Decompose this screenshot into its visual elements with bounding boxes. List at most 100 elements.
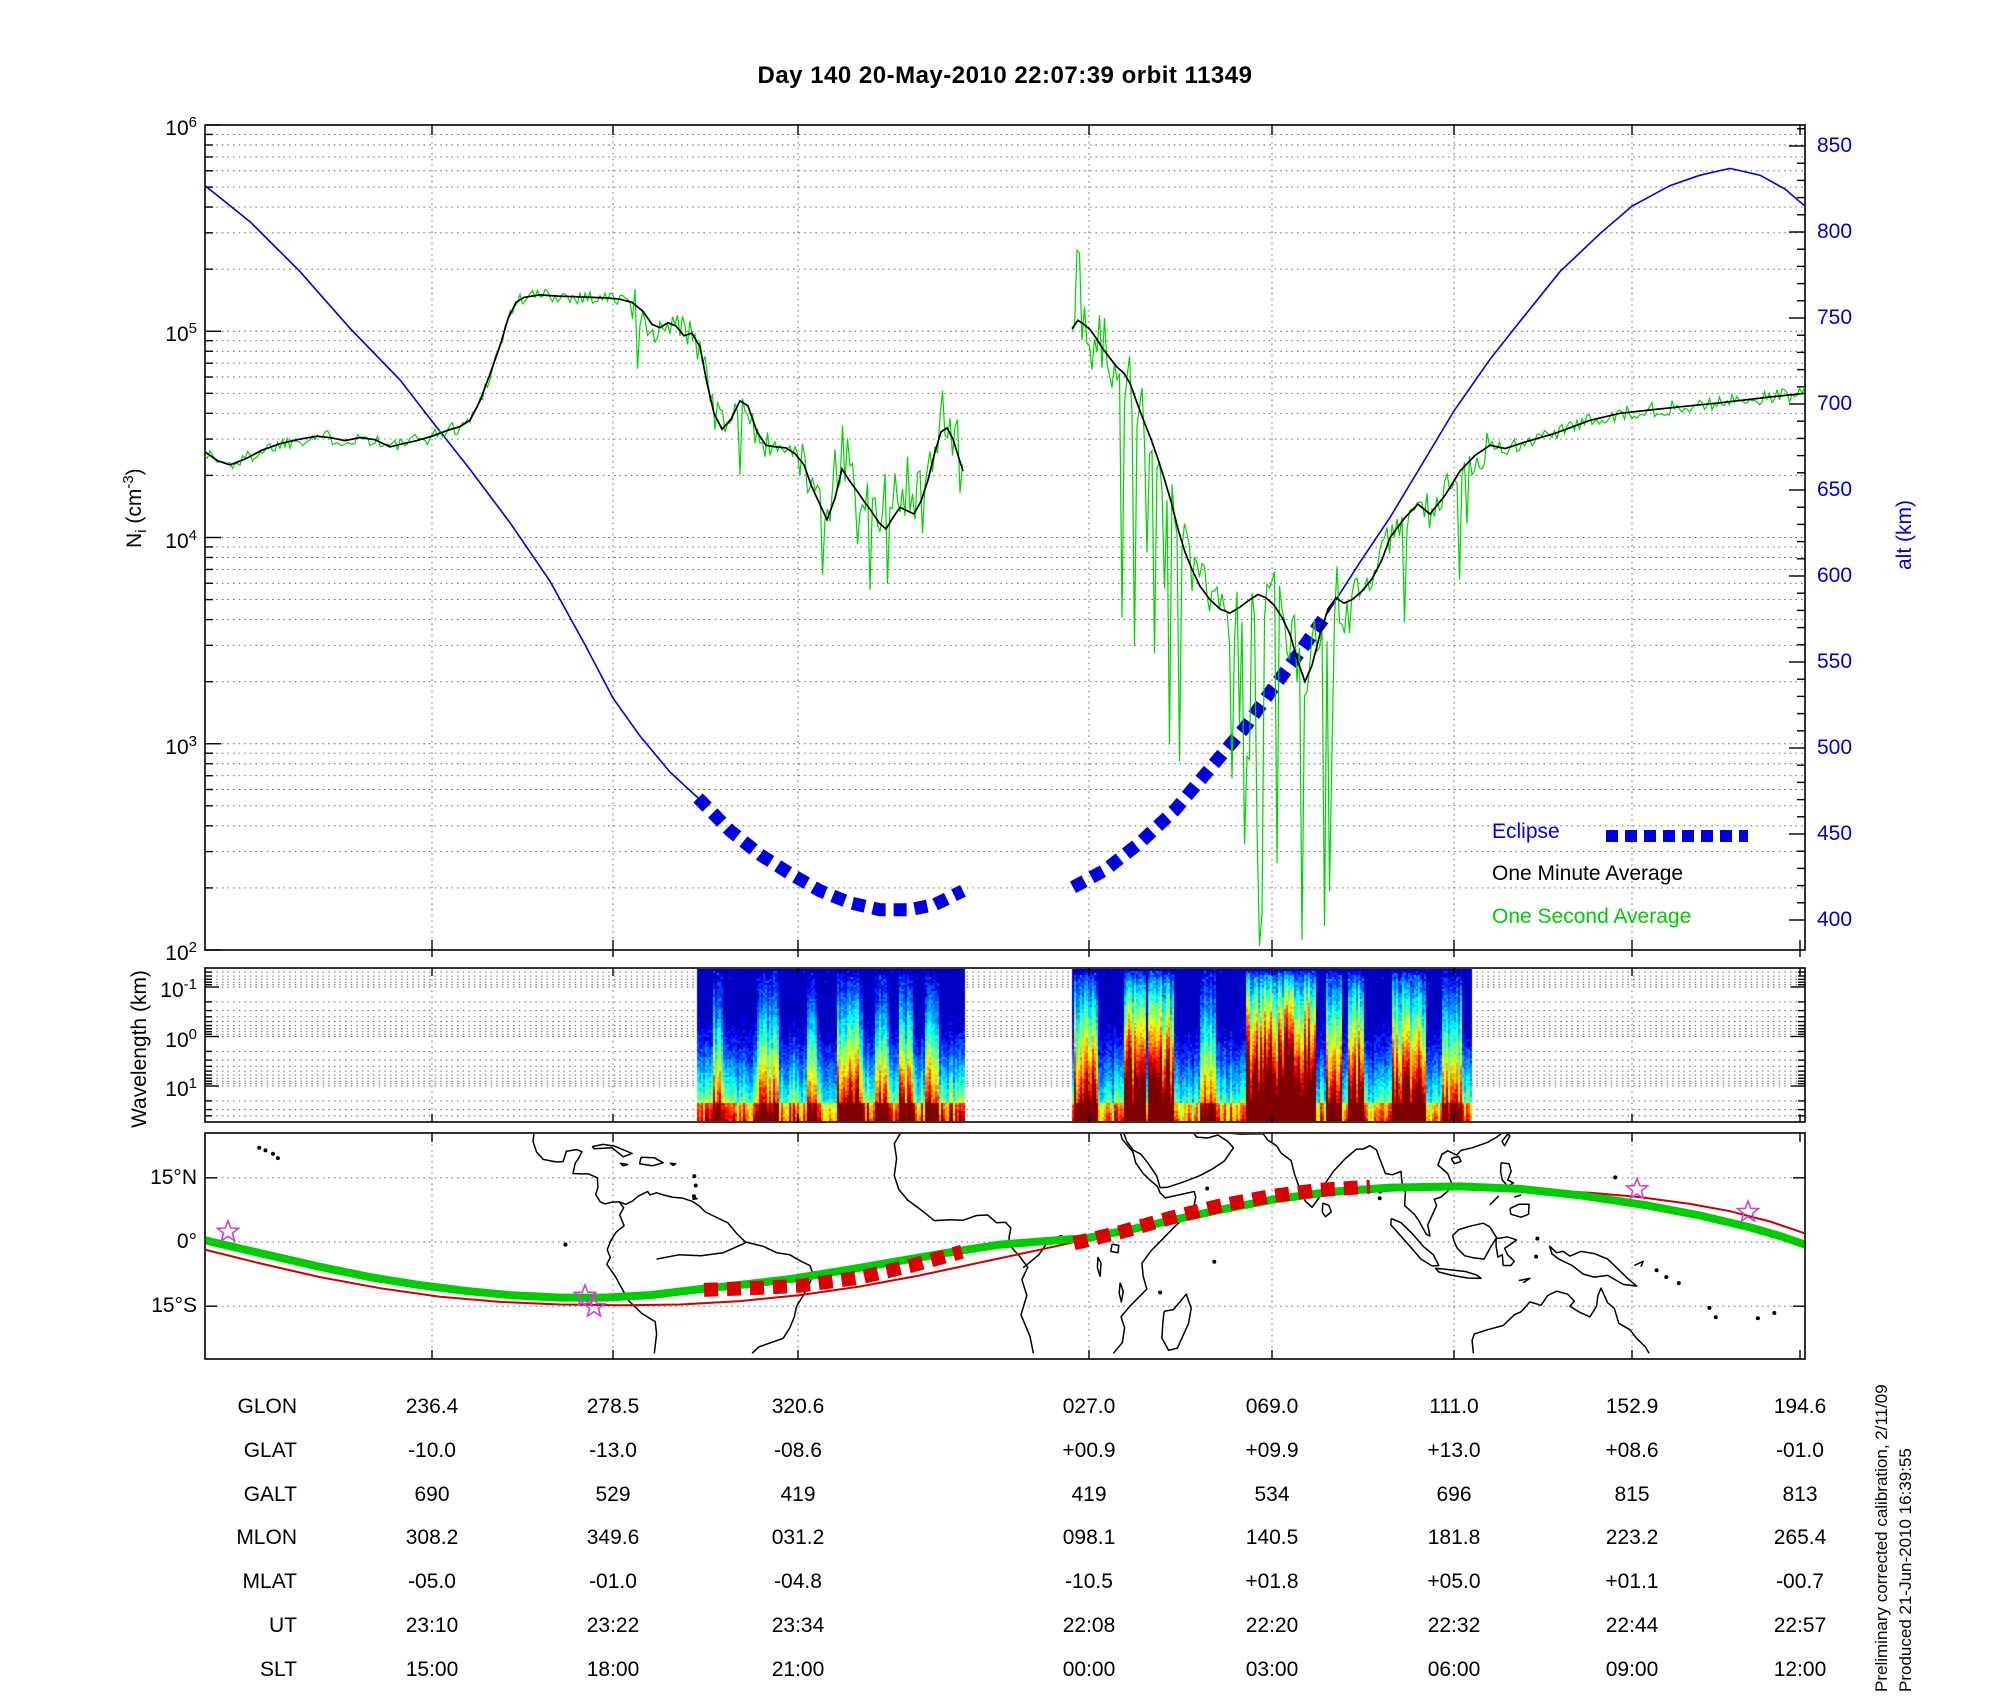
coastline	[1509, 1203, 1530, 1218]
coastline	[1471, 1287, 1650, 1354]
table-row-label-mlon: MLON	[236, 1526, 297, 1550]
table-cell: 690	[414, 1482, 450, 1506]
coastline	[669, 1162, 677, 1167]
island-dot	[271, 1151, 275, 1156]
wavelength-tick-label: 100	[165, 1025, 197, 1052]
island-dot	[1772, 1311, 1777, 1315]
wavelength-spectrogram	[206, 969, 1804, 1121]
coastline	[1518, 1277, 1531, 1284]
altitude-curve	[1326, 167, 1806, 615]
table-cell: 529	[595, 1482, 631, 1506]
table-cell: +01.8	[1245, 1570, 1299, 1594]
island-dot	[1755, 1316, 1760, 1321]
table-cell: 419	[1071, 1482, 1107, 1506]
coastline	[1495, 1236, 1518, 1267]
eclipse-dashes	[1069, 610, 1333, 894]
island-dot	[1664, 1275, 1669, 1280]
table-cell: 696	[1436, 1482, 1472, 1506]
island-dot	[1707, 1305, 1712, 1310]
table-cell: 278.5	[586, 1395, 640, 1418]
island-dot	[693, 1183, 698, 1188]
table-cell: +13.0	[1427, 1438, 1481, 1462]
island-dot	[1613, 1175, 1618, 1180]
coastline	[1434, 1267, 1482, 1280]
altitude-tick-label: 700	[1817, 392, 1853, 415]
island-dot	[257, 1145, 262, 1150]
orbit-star-marker	[581, 1293, 607, 1318]
panel-border	[204, 967, 1806, 1123]
table-cell: 031.2	[771, 1526, 825, 1550]
table-cell: +00.9	[1062, 1438, 1116, 1462]
table-cell: 21:00	[771, 1657, 825, 1681]
coastline	[1110, 1243, 1120, 1254]
table-cell: -00.7	[1776, 1570, 1824, 1594]
table-row-label-mlat: MLAT	[242, 1570, 297, 1594]
latitude-tick-label: 15°S	[151, 1294, 197, 1318]
island-dot	[1676, 1281, 1681, 1286]
table-cell: 12:00	[1773, 1657, 1827, 1681]
table-cell: 265.4	[1773, 1526, 1827, 1550]
coastline	[591, 1143, 633, 1158]
table-cell: -10.0	[408, 1438, 456, 1462]
table-cell: +01.1	[1605, 1570, 1659, 1594]
table-cell: 349.6	[586, 1526, 640, 1550]
coastline	[618, 1190, 814, 1354]
coastline	[1451, 1222, 1498, 1260]
table-cell: 308.2	[405, 1526, 459, 1550]
legend-one-second-average: One Second Average	[1492, 905, 1692, 928]
table-cell: 815	[1614, 1482, 1650, 1506]
wavelength-tick-label: 10-1	[160, 976, 197, 1002]
coastline	[638, 1156, 664, 1167]
table-cell: 22:44	[1605, 1614, 1659, 1637]
coastline	[1514, 1194, 1522, 1198]
table-cell: -10.5	[1065, 1570, 1113, 1594]
table-row-label-ut: UT	[269, 1614, 297, 1637]
density-tick-label: 106	[165, 114, 197, 140]
island-dot	[1158, 1290, 1163, 1295]
orbit-star-marker	[572, 1282, 598, 1307]
one-second-average-curve	[1071, 248, 1806, 946]
table-row-label-glat: GLAT	[243, 1438, 297, 1462]
coastline	[1450, 1155, 1462, 1165]
table-row-label-glon: GLON	[237, 1395, 297, 1418]
coastline	[1229, 1134, 1503, 1237]
altitude-tick-label: 450	[1817, 822, 1853, 845]
table-cell: 06:00	[1427, 1657, 1481, 1681]
table-row-label-slt: SLT	[260, 1657, 297, 1681]
table-cell: 23:10	[405, 1614, 459, 1637]
coastline	[1501, 1134, 1511, 1147]
table-cell: 813	[1782, 1482, 1818, 1506]
island-dot	[1212, 1259, 1217, 1264]
altitude-tick-label: 500	[1817, 736, 1853, 759]
coastline	[532, 1134, 658, 1354]
table-cell: -04.8	[774, 1570, 822, 1594]
altitude-tick-label: 850	[1817, 134, 1853, 157]
table-cell: 22:57	[1773, 1614, 1827, 1637]
table-cell: 181.8	[1427, 1526, 1481, 1550]
legend-eclipse: Eclipse	[1492, 820, 1560, 843]
island-dot	[692, 1174, 697, 1179]
ground-track	[206, 1182, 1804, 1302]
table-cell: +08.6	[1605, 1438, 1659, 1462]
panel-border	[204, 1132, 1806, 1360]
island-dot	[691, 1194, 696, 1199]
altitude-tick-label: 600	[1817, 564, 1853, 587]
one-second-average-curve	[204, 288, 964, 590]
map-group	[206, 1134, 1804, 1354]
eclipse-dashes	[693, 793, 966, 917]
coastline	[1489, 1195, 1500, 1206]
coastline	[1118, 1282, 1124, 1303]
coastline	[1499, 1162, 1515, 1188]
table-cell: 15:00	[405, 1657, 459, 1681]
table-cell: 419	[780, 1482, 816, 1506]
table-cell: 22:08	[1062, 1614, 1116, 1637]
table-cell: -01.0	[589, 1570, 637, 1594]
density-tick-label: 102	[165, 939, 197, 965]
table-cell: 223.2	[1605, 1526, 1659, 1550]
altitude-tick-label: 750	[1817, 306, 1853, 329]
latitude-tick-label: 15°N	[150, 1165, 197, 1189]
altitude-tick-label: 550	[1817, 650, 1853, 673]
one-minute-average-curve	[204, 294, 964, 531]
table-cell: 23:22	[586, 1614, 640, 1637]
